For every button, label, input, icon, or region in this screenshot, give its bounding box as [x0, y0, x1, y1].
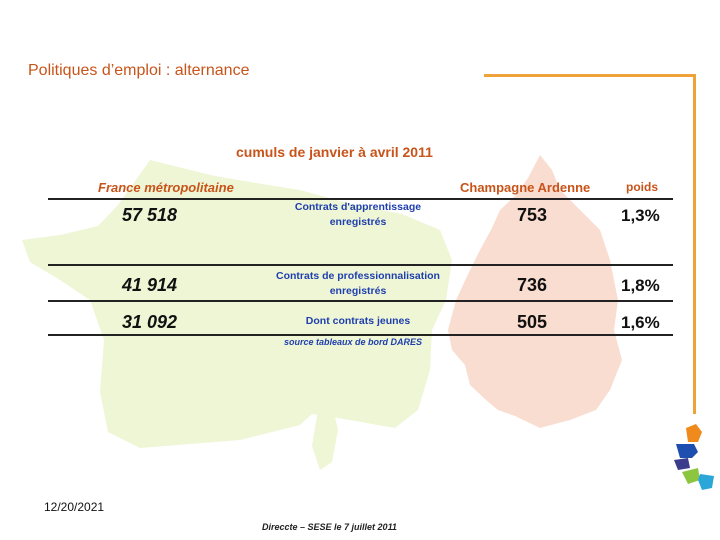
table-cell-weight: 1,6%: [621, 313, 660, 332]
table-cell-label: Contrats d'apprentissage enregistrés: [258, 201, 458, 229]
table-cell-region: 736: [517, 275, 548, 295]
slide-footer: Direccte – SESE le 7 juillet 2011: [262, 522, 397, 532]
header-france: France métropolitaine: [98, 180, 234, 195]
table-cell-france: 31 092: [122, 312, 178, 332]
corsica-map: [312, 404, 338, 470]
direccte-logo-icon: [674, 424, 714, 490]
table-cell-region: 753: [517, 205, 548, 225]
table-cell-label: Contrats de professionnalisation enregis…: [258, 270, 458, 298]
table-cell-region: 505: [517, 312, 548, 332]
table-divider: [48, 264, 673, 266]
table-divider: [48, 334, 673, 336]
label-line: enregistrés: [329, 285, 387, 298]
table-source: source tableaux de bord DARES: [284, 337, 423, 347]
table-cell-france: 57 518: [122, 205, 178, 225]
table-subtitle: cumuls de janvier à avril 2011: [236, 144, 433, 160]
page-title: Politiques d’emploi : alternance: [28, 62, 250, 79]
label-line: enregistrés: [329, 216, 387, 229]
label-line: Dont contrats jeunes: [305, 315, 411, 327]
table-cell-weight: 1,8%: [621, 276, 660, 295]
label-line: Contrats de professionnalisation: [276, 270, 440, 282]
table-cell-weight: 1,3%: [621, 206, 660, 225]
table-cell-france: 41 914: [122, 275, 178, 295]
france-map: [22, 160, 452, 448]
frame-top-line: [484, 74, 696, 77]
champagne-ardenne-map: [448, 155, 622, 428]
frame-right-line: [693, 74, 696, 414]
table-divider: [48, 198, 673, 200]
label-line: Contrats d'apprentissage: [294, 201, 422, 213]
header-weight: poids: [626, 180, 658, 194]
table-cell-label: Dont contrats jeunes: [258, 315, 458, 328]
header-region: Champagne Ardenne: [460, 180, 591, 195]
slide-date: 12/20/2021: [44, 500, 105, 514]
table-divider: [48, 300, 673, 302]
